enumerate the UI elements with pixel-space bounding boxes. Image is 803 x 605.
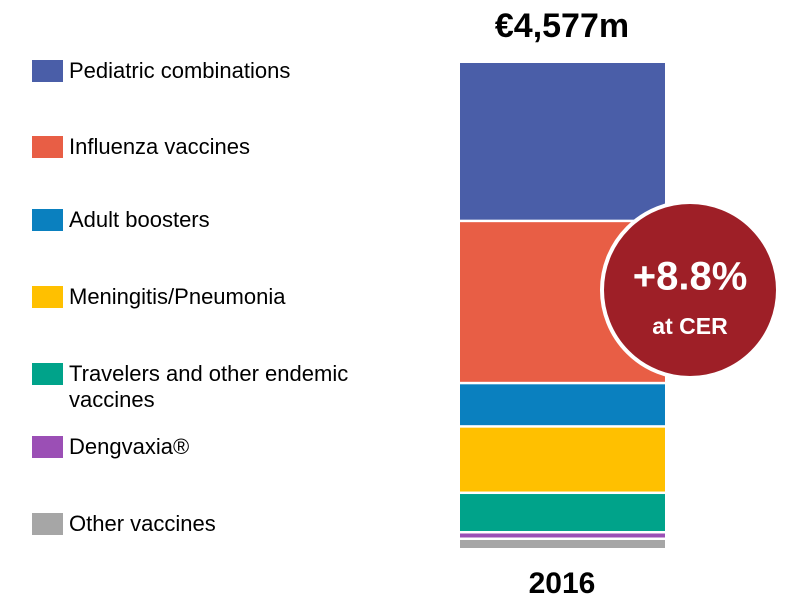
badge-value: +8.8% — [633, 255, 748, 299]
legend-label: Adult boosters — [69, 207, 210, 232]
bar-segment — [460, 539, 665, 548]
bar-segment — [460, 494, 665, 531]
legend-swatch — [32, 436, 63, 458]
legend-item: Other vaccines — [32, 511, 452, 537]
legend-item: Adult boosters — [32, 207, 452, 233]
legend-swatch — [32, 286, 63, 308]
legend-item: Meningitis/Pneumonia — [32, 284, 452, 310]
total-label: €4,577m — [495, 7, 629, 45]
badge — [600, 200, 780, 380]
bar-segment — [460, 63, 665, 220]
legend-label: Dengvaxia® — [69, 434, 190, 459]
legend-item: Travelers and other endemic vaccines — [32, 361, 452, 413]
badge-label: at CER — [652, 313, 728, 339]
legend-label: Meningitis/Pneumonia — [69, 284, 286, 309]
legend-swatch — [32, 136, 63, 158]
bar-segment — [460, 533, 665, 538]
legend-item: Pediatric combinations — [32, 58, 452, 84]
legend-swatch — [32, 209, 63, 231]
legend-swatch — [32, 60, 63, 82]
legend-label: Travelers and other endemic vaccines — [69, 361, 349, 412]
legend-swatch — [32, 513, 63, 535]
legend-label: Influenza vaccines — [69, 134, 250, 159]
x-tick-label: 2016 — [529, 567, 596, 600]
legend-item: Influenza vaccines — [32, 134, 452, 160]
legend-swatch — [32, 363, 63, 385]
legend-label: Pediatric combinations — [69, 58, 291, 83]
legend-item: Dengvaxia® — [32, 434, 452, 460]
bar-segment — [460, 384, 665, 426]
bar-segment — [460, 427, 665, 492]
legend-label: Other vaccines — [69, 511, 216, 536]
